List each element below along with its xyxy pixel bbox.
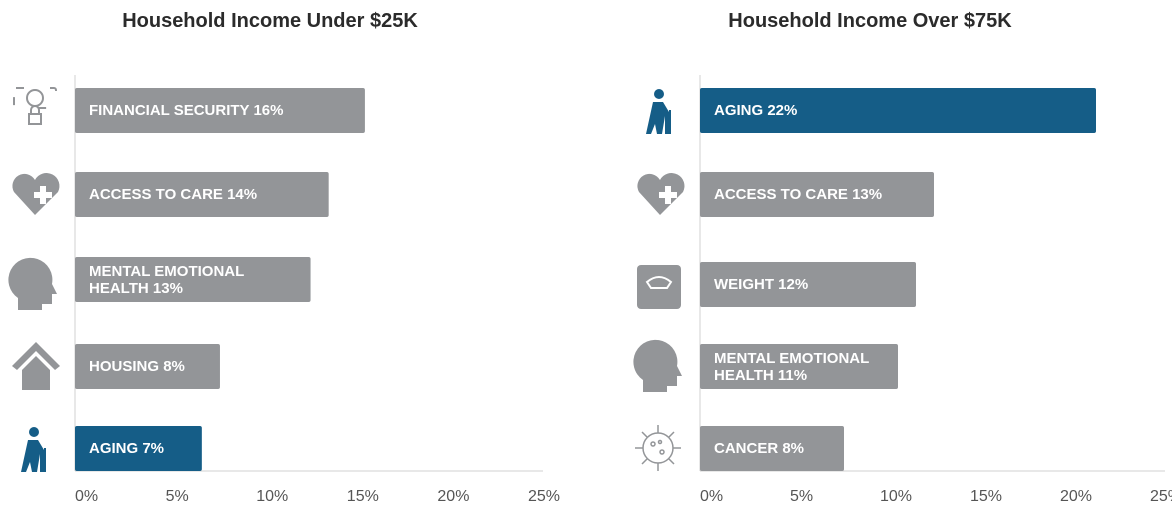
bar-label: CANCER 8% (714, 426, 834, 471)
bar-label-text: AGING 7% (89, 440, 164, 457)
x-tick-label: 20% (437, 488, 470, 505)
bar-label: FINANCIAL SECURITY 16% (89, 88, 355, 133)
value-label: 8% (782, 440, 805, 457)
bar (75, 172, 329, 217)
bar (700, 426, 844, 471)
bar-label: ACCESS TO CARE 14% (89, 172, 319, 217)
bar-label: AGING 7% (89, 426, 192, 471)
x-tick-label: 10% (256, 488, 289, 505)
x-tick-label: 15% (346, 488, 379, 505)
value-label: 7% (142, 440, 165, 457)
icon-head (8, 257, 58, 310)
x-tick-label: 15% (970, 488, 1003, 505)
value-label: 13% (152, 279, 183, 297)
x-tick-label: 0% (75, 488, 99, 505)
chart-title: Household Income Under $25K (122, 10, 418, 32)
bar-label-text: ACCESS TO CARE 14% (89, 186, 257, 203)
category-label: AGING (714, 102, 764, 119)
value-label: 8% (163, 358, 185, 375)
bar-label-text: HOUSING 8% (89, 358, 185, 375)
x-tick-label: 25% (528, 488, 561, 505)
category-label: WEIGHT (714, 276, 774, 293)
bar-label-text: MENTAL EMOTIONAL HEALTH 11% (714, 350, 888, 384)
category-label: MENTAL EMOTIONAL HEALTH (714, 349, 869, 384)
bar (75, 426, 202, 471)
icon-head (633, 339, 682, 392)
icon-virus (635, 425, 681, 471)
icon-house (12, 342, 60, 390)
icon-money (13, 87, 57, 125)
bar-label-text: ACCESS TO CARE 13% (714, 186, 882, 203)
category-label: FINANCIAL SECURITY (89, 102, 250, 119)
icon-scale-dial (645, 276, 673, 289)
bar-label-text: MENTAL EMOTIONAL HEALTH 13% (89, 263, 301, 297)
bar (75, 344, 220, 389)
bar (75, 257, 311, 302)
x-tick-label: 5% (790, 488, 814, 505)
value-label: 13% (852, 186, 883, 203)
bar-label: MENTAL EMOTIONAL HEALTH 11% (714, 344, 888, 389)
bar-label: WEIGHT 12% (714, 262, 906, 307)
chart-title: Household Income Over $75K (728, 10, 1012, 32)
bar (700, 88, 1096, 133)
category-label: AGING (89, 440, 139, 457)
bar (700, 344, 898, 389)
bar (75, 88, 365, 133)
category-label: ACCESS TO CARE (89, 186, 223, 203)
x-tick-label: 0% (700, 488, 724, 505)
value-label: 11% (777, 366, 808, 384)
bar-label: HOUSING 8% (89, 344, 210, 389)
icon-aging (646, 89, 671, 134)
x-tick-label: 5% (165, 488, 189, 505)
value-label: 14% (227, 186, 258, 203)
category-label: MENTAL EMOTIONAL HEALTH (89, 262, 244, 297)
value-label: 22% (767, 102, 798, 119)
category-label: CANCER (714, 440, 779, 457)
bar-label-text: WEIGHT 12% (714, 276, 808, 293)
bar (700, 262, 916, 307)
category-label: ACCESS TO CARE (714, 186, 848, 203)
bar-label: MENTAL EMOTIONAL HEALTH 13% (89, 257, 301, 302)
bar-label-text: CANCER 8% (714, 440, 804, 457)
icon-aging (21, 427, 46, 472)
category-label: HOUSING (89, 358, 160, 375)
bar-label: ACCESS TO CARE 13% (714, 172, 924, 217)
bar-label: AGING 22% (714, 88, 1086, 133)
icon-cross (659, 186, 677, 204)
value-label: 16% (253, 102, 284, 119)
x-tick-label: 20% (1060, 488, 1093, 505)
x-tick-label: 25% (1150, 488, 1172, 505)
icon-cross (34, 186, 52, 204)
value-label: 12% (778, 276, 809, 293)
bar (700, 172, 934, 217)
bar-label-text: AGING 22% (714, 102, 797, 119)
x-tick-label: 10% (880, 488, 913, 505)
bar-label-text: FINANCIAL SECURITY 16% (89, 102, 284, 119)
